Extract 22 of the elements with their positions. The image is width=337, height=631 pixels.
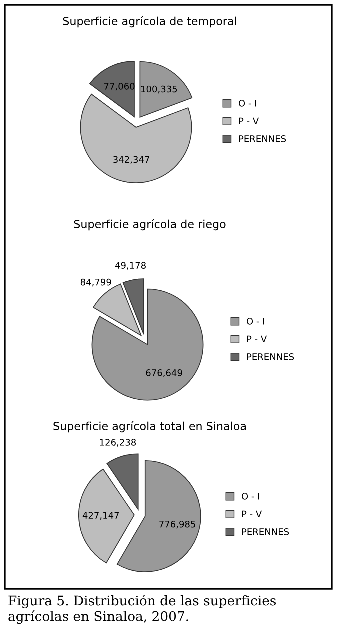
data-label: 77,060 [104, 83, 135, 91]
data-label: 49,178 [115, 262, 146, 270]
data-label: 126,238 [100, 439, 136, 447]
legend-label: O - I [238, 100, 256, 107]
legend-label: PERENNES [239, 136, 286, 142]
data-label: 342,347 [114, 156, 150, 164]
legend-label: P - V [247, 336, 268, 342]
legend-label: PERENNES [247, 354, 294, 360]
legend-label: O - I [246, 318, 264, 325]
data-label: 776,985 [160, 520, 196, 529]
legend-label: PERENNES [242, 528, 290, 536]
legend-label: O - I [242, 493, 260, 500]
chart-title: Superficie agrícola de temporal [63, 16, 236, 28]
chart-title: Superficie agrícola de riego [74, 219, 226, 231]
chart-title: Superficie agrícola total en Sinaloa [54, 421, 246, 433]
legend-label: P - V [239, 118, 260, 124]
data-label: 84,799 [80, 278, 112, 287]
text: Figura 5. Distribución de las superficies agrícolas en Sinaloa, 2007. [8, 595, 276, 624]
data-label: 427,147 [82, 512, 120, 520]
data-label: 100,335 [141, 86, 178, 94]
legend-label: P - V [242, 510, 262, 518]
data-label: 676,649 [146, 370, 182, 378]
